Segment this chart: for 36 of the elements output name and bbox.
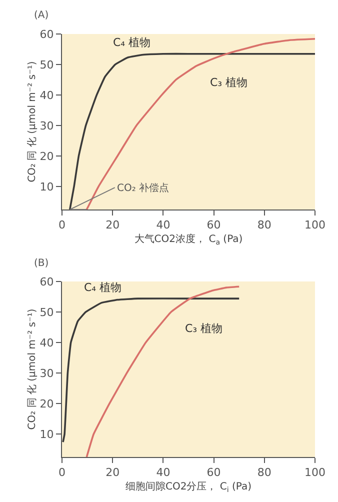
x-tick-label: 60 <box>206 466 221 480</box>
series-label: C₄ 植物 <box>113 36 151 49</box>
series-label: C₃ 植物 <box>210 76 248 89</box>
x-tick-label: 40 <box>156 218 170 232</box>
y-tick-label: 50 <box>40 306 54 319</box>
x-tick-label: 80 <box>257 466 272 480</box>
x-tick-label: 40 <box>156 466 170 480</box>
x-tick-label: 80 <box>257 218 272 232</box>
y-tick-label: 10 <box>40 428 54 441</box>
chart-title: (B) <box>34 258 49 269</box>
y-tick-label: 60 <box>40 28 54 41</box>
x-tick-label: 20 <box>106 218 120 232</box>
annotation: CO₂ 补偿点 <box>117 182 170 194</box>
x-tick-label: 0 <box>58 466 66 480</box>
x-tick-label: 100 <box>304 218 326 232</box>
x-tick-label: 100 <box>304 466 326 480</box>
y-tick-label: 50 <box>40 58 54 72</box>
y-tick-label: 40 <box>40 88 54 102</box>
series-label: C₄ 植物 <box>84 281 122 294</box>
y-tick-label: 20 <box>40 397 54 410</box>
y-tick-label: 40 <box>40 336 54 350</box>
y-tick-label: 30 <box>40 119 54 132</box>
y-tick-label: 20 <box>40 150 54 163</box>
y-tick-label: 10 <box>40 180 54 194</box>
chart-title: (A) <box>34 10 49 21</box>
line-series <box>62 298 240 443</box>
x-axis-title: 大气CO2浓度， C$_{a}$ (Pa) <box>134 233 243 246</box>
x-axis-title: 细胞间隙CO2分压， C$_{i}$ (Pa) <box>125 480 252 494</box>
y-axis-title: CO₂ 同 化 (μmol m⁻² s⁻¹) <box>26 61 38 182</box>
y-tick-label: 30 <box>40 366 54 380</box>
y-tick-label: 60 <box>40 275 54 288</box>
x-tick-label: 20 <box>106 466 120 480</box>
series-label: C₃ 植物 <box>185 322 223 335</box>
x-tick-label: 60 <box>206 218 221 232</box>
x-tick-label: 0 <box>58 218 66 232</box>
y-axis-title: CO₂ 同 化 (μmol m⁻² s⁻¹) <box>26 308 38 430</box>
